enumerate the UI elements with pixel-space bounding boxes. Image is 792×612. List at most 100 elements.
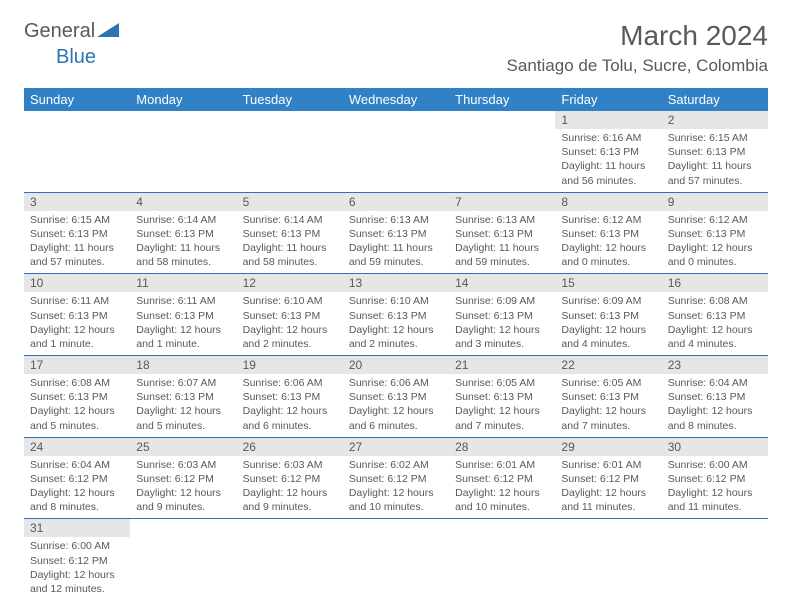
calendar-cell: 3Sunrise: 6:15 AMSunset: 6:13 PMDaylight…	[24, 192, 130, 274]
day-number: 29	[555, 438, 661, 456]
calendar-cell: 14Sunrise: 6:09 AMSunset: 6:13 PMDayligh…	[449, 274, 555, 356]
calendar-cell	[555, 519, 661, 600]
day-number: 18	[130, 356, 236, 374]
calendar-cell: 9Sunrise: 6:12 AMSunset: 6:13 PMDaylight…	[662, 192, 768, 274]
calendar-cell: 25Sunrise: 6:03 AMSunset: 6:12 PMDayligh…	[130, 437, 236, 519]
day-details: Sunrise: 6:16 AMSunset: 6:13 PMDaylight:…	[555, 129, 661, 192]
day-number: 28	[449, 438, 555, 456]
day-details: Sunrise: 6:12 AMSunset: 6:13 PMDaylight:…	[555, 211, 661, 274]
calendar-row: 17Sunrise: 6:08 AMSunset: 6:13 PMDayligh…	[24, 356, 768, 438]
day-number: 27	[343, 438, 449, 456]
day-number: 11	[130, 274, 236, 292]
day-details: Sunrise: 6:11 AMSunset: 6:13 PMDaylight:…	[130, 292, 236, 355]
day-number: 17	[24, 356, 130, 374]
weekday-header: Friday	[555, 88, 661, 111]
calendar-cell: 12Sunrise: 6:10 AMSunset: 6:13 PMDayligh…	[237, 274, 343, 356]
calendar-cell	[662, 519, 768, 600]
calendar-cell: 17Sunrise: 6:08 AMSunset: 6:13 PMDayligh…	[24, 356, 130, 438]
calendar-cell: 18Sunrise: 6:07 AMSunset: 6:13 PMDayligh…	[130, 356, 236, 438]
day-details: Sunrise: 6:03 AMSunset: 6:12 PMDaylight:…	[237, 456, 343, 519]
day-number: 8	[555, 193, 661, 211]
day-number: 24	[24, 438, 130, 456]
day-number: 6	[343, 193, 449, 211]
logo: General	[24, 20, 119, 43]
month-title: March 2024	[507, 20, 768, 52]
calendar-cell: 30Sunrise: 6:00 AMSunset: 6:12 PMDayligh…	[662, 437, 768, 519]
day-details: Sunrise: 6:08 AMSunset: 6:13 PMDaylight:…	[24, 374, 130, 437]
weekday-header: Monday	[130, 88, 236, 111]
calendar-cell: 24Sunrise: 6:04 AMSunset: 6:12 PMDayligh…	[24, 437, 130, 519]
calendar-cell	[130, 111, 236, 192]
calendar-cell: 26Sunrise: 6:03 AMSunset: 6:12 PMDayligh…	[237, 437, 343, 519]
logo-text-general: General	[24, 20, 95, 43]
calendar-cell: 8Sunrise: 6:12 AMSunset: 6:13 PMDaylight…	[555, 192, 661, 274]
calendar-cell: 27Sunrise: 6:02 AMSunset: 6:12 PMDayligh…	[343, 437, 449, 519]
calendar-table: Sunday Monday Tuesday Wednesday Thursday…	[24, 88, 768, 600]
day-details: Sunrise: 6:11 AMSunset: 6:13 PMDaylight:…	[24, 292, 130, 355]
day-number: 23	[662, 356, 768, 374]
weekday-header: Sunday	[24, 88, 130, 111]
calendar-cell: 31Sunrise: 6:00 AMSunset: 6:12 PMDayligh…	[24, 519, 130, 600]
day-details: Sunrise: 6:04 AMSunset: 6:13 PMDaylight:…	[662, 374, 768, 437]
day-details: Sunrise: 6:01 AMSunset: 6:12 PMDaylight:…	[449, 456, 555, 519]
calendar-row: 31Sunrise: 6:00 AMSunset: 6:12 PMDayligh…	[24, 519, 768, 600]
day-details: Sunrise: 6:13 AMSunset: 6:13 PMDaylight:…	[343, 211, 449, 274]
day-details: Sunrise: 6:00 AMSunset: 6:12 PMDaylight:…	[662, 456, 768, 519]
calendar-cell: 28Sunrise: 6:01 AMSunset: 6:12 PMDayligh…	[449, 437, 555, 519]
calendar-cell: 4Sunrise: 6:14 AMSunset: 6:13 PMDaylight…	[130, 192, 236, 274]
calendar-cell	[449, 111, 555, 192]
calendar-cell: 10Sunrise: 6:11 AMSunset: 6:13 PMDayligh…	[24, 274, 130, 356]
weekday-header: Thursday	[449, 88, 555, 111]
calendar-cell: 7Sunrise: 6:13 AMSunset: 6:13 PMDaylight…	[449, 192, 555, 274]
day-number: 26	[237, 438, 343, 456]
calendar-cell: 21Sunrise: 6:05 AMSunset: 6:13 PMDayligh…	[449, 356, 555, 438]
calendar-cell: 6Sunrise: 6:13 AMSunset: 6:13 PMDaylight…	[343, 192, 449, 274]
day-number: 5	[237, 193, 343, 211]
day-details: Sunrise: 6:07 AMSunset: 6:13 PMDaylight:…	[130, 374, 236, 437]
day-number: 21	[449, 356, 555, 374]
calendar-cell: 15Sunrise: 6:09 AMSunset: 6:13 PMDayligh…	[555, 274, 661, 356]
day-details: Sunrise: 6:10 AMSunset: 6:13 PMDaylight:…	[343, 292, 449, 355]
calendar-row: 1Sunrise: 6:16 AMSunset: 6:13 PMDaylight…	[24, 111, 768, 192]
day-number: 3	[24, 193, 130, 211]
day-number: 30	[662, 438, 768, 456]
day-number: 2	[662, 111, 768, 129]
day-details: Sunrise: 6:13 AMSunset: 6:13 PMDaylight:…	[449, 211, 555, 274]
day-number: 25	[130, 438, 236, 456]
calendar-cell: 11Sunrise: 6:11 AMSunset: 6:13 PMDayligh…	[130, 274, 236, 356]
calendar-cell	[343, 519, 449, 600]
day-details: Sunrise: 6:06 AMSunset: 6:13 PMDaylight:…	[343, 374, 449, 437]
day-details: Sunrise: 6:01 AMSunset: 6:12 PMDaylight:…	[555, 456, 661, 519]
weekday-header: Tuesday	[237, 88, 343, 111]
day-number: 7	[449, 193, 555, 211]
day-details: Sunrise: 6:05 AMSunset: 6:13 PMDaylight:…	[449, 374, 555, 437]
day-details: Sunrise: 6:09 AMSunset: 6:13 PMDaylight:…	[449, 292, 555, 355]
calendar-cell: 19Sunrise: 6:06 AMSunset: 6:13 PMDayligh…	[237, 356, 343, 438]
calendar-cell: 29Sunrise: 6:01 AMSunset: 6:12 PMDayligh…	[555, 437, 661, 519]
calendar-cell: 20Sunrise: 6:06 AMSunset: 6:13 PMDayligh…	[343, 356, 449, 438]
calendar-cell	[237, 111, 343, 192]
day-details: Sunrise: 6:08 AMSunset: 6:13 PMDaylight:…	[662, 292, 768, 355]
day-details: Sunrise: 6:14 AMSunset: 6:13 PMDaylight:…	[130, 211, 236, 274]
day-details: Sunrise: 6:05 AMSunset: 6:13 PMDaylight:…	[555, 374, 661, 437]
day-details: Sunrise: 6:12 AMSunset: 6:13 PMDaylight:…	[662, 211, 768, 274]
calendar-row: 10Sunrise: 6:11 AMSunset: 6:13 PMDayligh…	[24, 274, 768, 356]
day-number: 12	[237, 274, 343, 292]
day-details: Sunrise: 6:10 AMSunset: 6:13 PMDaylight:…	[237, 292, 343, 355]
calendar-cell: 16Sunrise: 6:08 AMSunset: 6:13 PMDayligh…	[662, 274, 768, 356]
calendar-row: 3Sunrise: 6:15 AMSunset: 6:13 PMDaylight…	[24, 192, 768, 274]
day-details: Sunrise: 6:00 AMSunset: 6:12 PMDaylight:…	[24, 537, 130, 600]
day-details: Sunrise: 6:09 AMSunset: 6:13 PMDaylight:…	[555, 292, 661, 355]
day-number: 13	[343, 274, 449, 292]
calendar-cell	[130, 519, 236, 600]
day-details: Sunrise: 6:14 AMSunset: 6:13 PMDaylight:…	[237, 211, 343, 274]
day-number: 14	[449, 274, 555, 292]
day-details: Sunrise: 6:02 AMSunset: 6:12 PMDaylight:…	[343, 456, 449, 519]
calendar-cell	[237, 519, 343, 600]
logo-triangle-icon	[97, 20, 119, 43]
location: Santiago de Tolu, Sucre, Colombia	[507, 56, 768, 76]
day-number: 10	[24, 274, 130, 292]
calendar-cell	[449, 519, 555, 600]
day-details: Sunrise: 6:06 AMSunset: 6:13 PMDaylight:…	[237, 374, 343, 437]
day-details: Sunrise: 6:03 AMSunset: 6:12 PMDaylight:…	[130, 456, 236, 519]
